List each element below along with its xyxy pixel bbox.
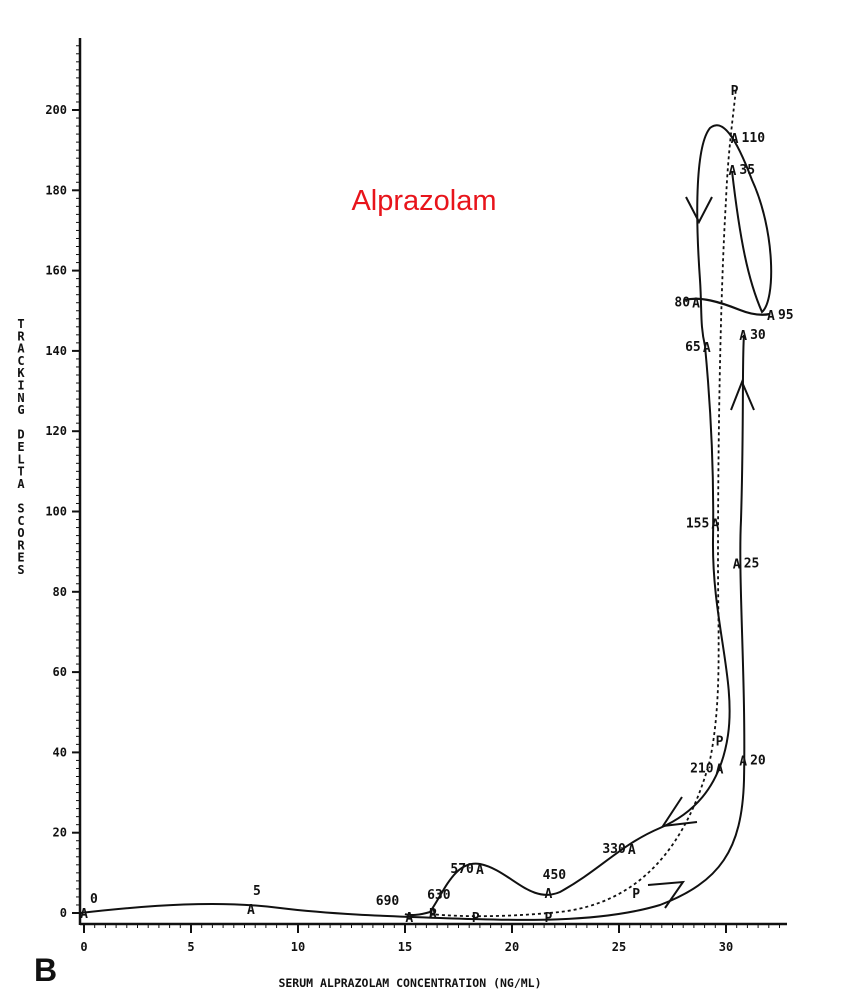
arrow-mid-left <box>660 796 698 828</box>
curve-top-bar <box>684 297 771 316</box>
y-tick-label: 120 <box>45 424 67 438</box>
data-label: 95 <box>778 308 794 323</box>
data-label: 110 <box>742 131 766 146</box>
curve-baseline-left <box>404 911 431 917</box>
marker-A: A <box>247 903 255 918</box>
arrow-up-right <box>730 379 755 411</box>
y-tick-label: 60 <box>53 665 67 679</box>
data-label: 80 <box>674 296 690 311</box>
marker-P: P <box>716 734 724 749</box>
y-axis-title-letter: T <box>17 465 24 479</box>
arrow-down-left <box>685 196 713 225</box>
y-tick-labels: 0 20 40 60 80 100 120 140 160 180 200 <box>45 103 67 920</box>
marker-A: A <box>476 863 484 878</box>
y-tick-label: 100 <box>45 505 67 519</box>
y-axis-title-letter: S <box>17 502 24 516</box>
data-label: 570 <box>450 862 474 877</box>
y-tick-label: 80 <box>53 585 67 599</box>
y-axis-title-letter: E <box>17 551 24 565</box>
panel-label: B <box>34 952 57 988</box>
y-axis-title-letter: K <box>17 366 25 380</box>
data-label: 690 <box>376 894 400 909</box>
marker-A: A <box>767 309 775 324</box>
data-label: 20 <box>750 753 766 768</box>
major-ticks <box>72 109 727 933</box>
marker-A: A <box>703 341 711 356</box>
curve-descending <box>429 345 731 913</box>
data-label: 155 <box>686 517 709 532</box>
marker-A: A <box>711 518 719 533</box>
marker-A: A <box>733 558 741 573</box>
x-tick-labels: 0 5 10 15 20 25 30 <box>80 940 733 954</box>
y-tick-label: 40 <box>53 745 67 759</box>
y-tick-label: 180 <box>45 183 67 197</box>
x-tick-label: 5 <box>187 940 194 954</box>
marker-A: A <box>405 911 413 926</box>
y-axis-title-letter: C <box>17 514 24 528</box>
marker-A: A <box>739 329 747 344</box>
arrow-bottom-right <box>647 880 686 909</box>
marker-A: A <box>692 297 700 312</box>
y-axis-title-letter: I <box>17 379 24 393</box>
y-axis-title-letter: T <box>17 317 24 331</box>
x-tick-label: 15 <box>398 940 412 954</box>
marker-P: P <box>632 887 640 902</box>
curves <box>79 87 773 921</box>
minor-ticks <box>76 45 780 928</box>
y-axis-title-letter: A <box>17 342 25 356</box>
data-label: 450 <box>543 868 567 883</box>
y-axis-title-letter: E <box>17 440 24 454</box>
y-tick-label: 0 <box>60 906 67 920</box>
x-tick-label: 0 <box>80 940 87 954</box>
marker-P: P <box>731 84 739 99</box>
data-label: 0 <box>90 892 98 907</box>
x-tick-label: 10 <box>291 940 305 954</box>
marker-A: A <box>429 907 437 922</box>
marker-P: P <box>472 911 480 926</box>
y-axis-title-letter: S <box>17 563 24 577</box>
marker-A: A <box>80 907 88 922</box>
data-label: 210 <box>690 761 714 776</box>
marker-A: A <box>716 762 724 777</box>
y-axis-title-letter: R <box>17 538 25 552</box>
y-axis-title-letter: O <box>17 526 24 540</box>
y-axis-title-letter: G <box>17 403 24 417</box>
y-axis-title-letter: D <box>17 428 24 442</box>
marker-A: A <box>628 843 636 858</box>
y-axis-title-letter: L <box>17 452 24 466</box>
marker-A: A <box>731 132 739 147</box>
y-tick-label: 140 <box>45 344 67 358</box>
data-label: 35 <box>739 163 755 178</box>
marker-A: A <box>544 887 552 902</box>
data-label: 5 <box>253 884 261 899</box>
data-label: 630 <box>427 888 451 903</box>
data-label: 30 <box>750 328 766 343</box>
y-axis-title-letter: A <box>17 477 25 491</box>
marker-P: P <box>429 907 437 922</box>
y-axis-title-letter: N <box>17 391 24 405</box>
marker-A: A <box>739 754 747 769</box>
x-tick-label: 20 <box>505 940 519 954</box>
x-axis-title: SERUM ALPRAZOLAM CONCENTRATION (NG/ML) <box>278 976 541 990</box>
marker-A: A <box>729 164 737 179</box>
data-label: 25 <box>744 557 760 572</box>
data-label: 65 <box>685 340 701 355</box>
curve-upper-loop <box>696 124 773 347</box>
chart-title: Alprazolam <box>351 185 496 217</box>
x-tick-label: 30 <box>719 940 733 954</box>
y-axis-title-letter: C <box>17 354 24 368</box>
y-tick-label: 160 <box>45 264 67 278</box>
curve-ascending <box>79 334 746 921</box>
marker-P: P <box>544 911 552 926</box>
axes <box>72 38 787 933</box>
curve-p-dotted <box>429 87 737 918</box>
y-tick-label: 20 <box>53 826 67 840</box>
y-tick-label: 200 <box>45 103 67 117</box>
x-tick-label: 25 <box>612 940 626 954</box>
data-label: 330 <box>602 842 626 857</box>
y-axis-title-letter: R <box>17 329 25 343</box>
